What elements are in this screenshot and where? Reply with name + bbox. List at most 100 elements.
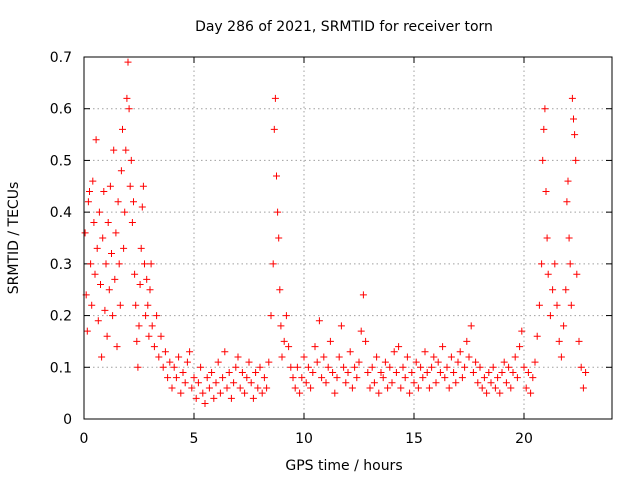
data-point xyxy=(241,389,249,397)
data-point xyxy=(110,146,118,154)
data-point xyxy=(432,379,440,387)
data-point xyxy=(186,348,194,356)
x-tick-label: 5 xyxy=(190,431,199,447)
tick-layer: 0 5 10 15 20 0 0.1 0.2 0.3 0.4 0.5 0.6 0.7 xyxy=(50,50,612,447)
data-point xyxy=(329,368,337,376)
data-point xyxy=(216,389,224,397)
data-point xyxy=(524,368,532,376)
data-point xyxy=(577,363,585,371)
data-point xyxy=(410,379,418,387)
data-point xyxy=(478,384,486,392)
data-point xyxy=(300,353,308,361)
data-point xyxy=(408,368,416,376)
data-point xyxy=(535,301,543,309)
data-point xyxy=(245,358,253,366)
data-point xyxy=(92,136,100,144)
data-point xyxy=(472,358,480,366)
data-point xyxy=(414,384,422,392)
data-point xyxy=(144,301,152,309)
data-point xyxy=(102,260,110,268)
data-point xyxy=(458,374,466,382)
data-point xyxy=(285,343,293,351)
data-point xyxy=(344,368,352,376)
data-point xyxy=(533,332,541,340)
data-point xyxy=(384,384,392,392)
data-point xyxy=(121,208,129,216)
data-point xyxy=(84,198,92,206)
y-tick-label: 0.1 xyxy=(50,360,72,376)
data-point xyxy=(225,368,233,376)
data-point xyxy=(291,384,299,392)
data-point xyxy=(540,125,548,133)
data-point xyxy=(502,379,510,387)
data-point xyxy=(551,260,559,268)
data-point xyxy=(351,363,359,371)
data-point xyxy=(161,348,169,356)
data-point xyxy=(234,353,242,361)
data-point xyxy=(150,343,158,351)
data-point xyxy=(511,353,519,361)
data-point xyxy=(247,379,255,387)
data-point xyxy=(236,384,244,392)
data-point xyxy=(212,379,220,387)
data-point xyxy=(127,156,135,164)
data-point xyxy=(386,363,394,371)
data-point xyxy=(494,374,502,382)
data-point xyxy=(491,384,499,392)
data-point xyxy=(194,379,202,387)
data-point xyxy=(320,353,328,361)
data-point xyxy=(135,322,143,330)
data-point xyxy=(119,125,126,133)
data-point xyxy=(177,389,185,397)
data-point xyxy=(153,312,161,320)
data-point xyxy=(520,363,528,371)
data-point xyxy=(145,332,153,340)
data-point xyxy=(571,131,579,139)
data-point xyxy=(560,322,568,330)
data-point xyxy=(539,156,547,164)
data-point xyxy=(564,177,572,185)
data-point xyxy=(563,198,571,206)
data-point xyxy=(454,358,462,366)
data-point xyxy=(337,322,345,330)
data-point xyxy=(436,368,444,376)
data-point xyxy=(421,348,429,356)
data-point xyxy=(516,343,524,351)
data-point xyxy=(159,363,167,371)
data-point xyxy=(94,317,102,325)
x-axis-label: GPS time / hours xyxy=(285,458,402,474)
data-point xyxy=(298,374,306,382)
data-point xyxy=(275,234,283,242)
data-point xyxy=(544,270,552,278)
data-point xyxy=(296,389,304,397)
data-point xyxy=(133,337,141,345)
data-point xyxy=(88,301,96,309)
data-point xyxy=(538,260,546,268)
data-point xyxy=(232,363,240,371)
data-point xyxy=(278,353,286,361)
data-point xyxy=(256,363,264,371)
data-point xyxy=(124,58,132,66)
data-point xyxy=(205,384,213,392)
data-point xyxy=(570,115,577,123)
data-point xyxy=(505,363,513,371)
data-point xyxy=(582,368,590,376)
data-point xyxy=(307,384,315,392)
data-point xyxy=(346,348,354,356)
y-tick-label: 0.5 xyxy=(50,153,72,169)
data-point xyxy=(170,363,178,371)
data-point xyxy=(274,208,282,216)
data-point xyxy=(139,182,147,190)
data-point xyxy=(579,384,587,392)
data-point xyxy=(489,363,497,371)
data-point xyxy=(541,105,549,113)
data-point xyxy=(340,363,348,371)
data-point xyxy=(201,399,209,407)
data-point xyxy=(419,374,427,382)
data-point xyxy=(476,363,484,371)
data-point xyxy=(342,379,350,387)
y-tick-label: 0.7 xyxy=(50,50,72,66)
data-point xyxy=(335,353,343,361)
data-point xyxy=(430,353,438,361)
